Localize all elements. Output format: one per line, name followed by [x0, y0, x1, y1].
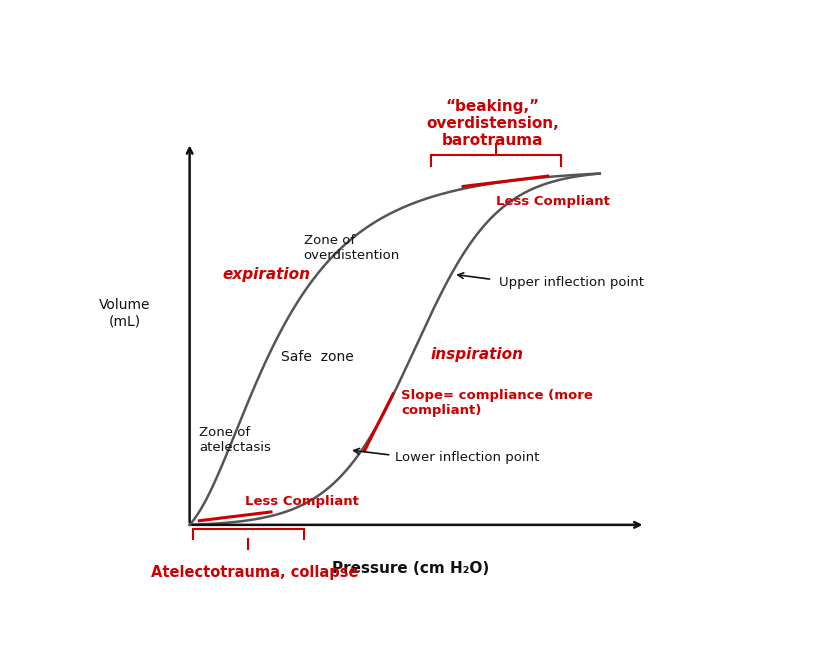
Text: Pressure (cm H₂O): Pressure (cm H₂O): [333, 561, 490, 576]
Text: Upper inflection point: Upper inflection point: [499, 276, 643, 289]
Text: expiration: expiration: [222, 267, 310, 282]
Text: Safe  zone: Safe zone: [281, 350, 354, 364]
Text: Less Compliant: Less Compliant: [496, 195, 610, 209]
Text: Slope= compliance (more
compliant): Slope= compliance (more compliant): [402, 389, 593, 417]
Text: Atelectotrauma, collapse: Atelectotrauma, collapse: [150, 565, 358, 580]
Text: Less Compliant: Less Compliant: [245, 495, 359, 508]
Text: “beaking,”
overdistension,
barotrauma: “beaking,” overdistension, barotrauma: [426, 99, 559, 148]
Text: inspiration: inspiration: [431, 347, 523, 362]
Text: Volume
(mL): Volume (mL): [99, 298, 150, 328]
Text: Lower inflection point: Lower inflection point: [395, 451, 539, 464]
Text: Zone of
atelectasis: Zone of atelectasis: [199, 425, 271, 454]
Text: Zone of
overdistention: Zone of overdistention: [303, 234, 400, 262]
